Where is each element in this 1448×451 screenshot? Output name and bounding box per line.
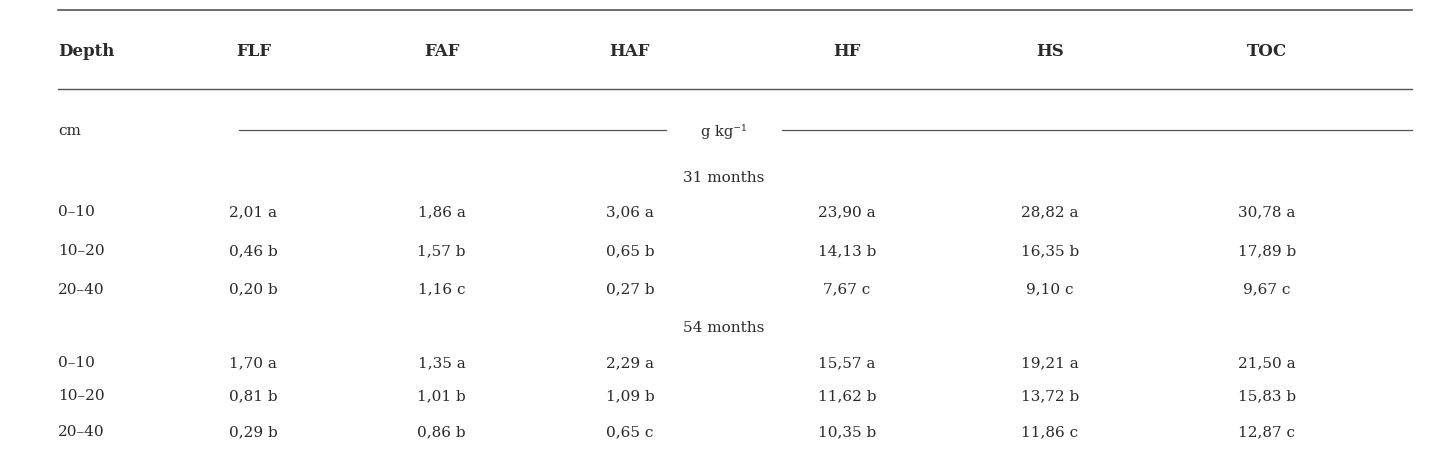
- Text: 1,16 c: 1,16 c: [418, 282, 465, 296]
- Text: 2,01 a: 2,01 a: [229, 205, 278, 219]
- Text: 0,29 b: 0,29 b: [229, 424, 278, 438]
- Text: 11,86 c: 11,86 c: [1021, 424, 1079, 438]
- Text: Depth: Depth: [58, 43, 114, 60]
- Text: 1,70 a: 1,70 a: [229, 355, 278, 369]
- Text: 30,78 a: 30,78 a: [1238, 205, 1296, 219]
- Text: cm: cm: [58, 124, 81, 138]
- Text: 10–20: 10–20: [58, 244, 104, 258]
- Text: FAF: FAF: [424, 43, 459, 60]
- Text: HF: HF: [834, 43, 860, 60]
- Text: 12,87 c: 12,87 c: [1238, 424, 1296, 438]
- Text: 13,72 b: 13,72 b: [1021, 388, 1079, 402]
- Text: TOC: TOC: [1247, 43, 1287, 60]
- Text: 20–40: 20–40: [58, 282, 104, 296]
- Text: 0,46 b: 0,46 b: [229, 244, 278, 258]
- Text: 0–10: 0–10: [58, 205, 94, 219]
- Text: 15,57 a: 15,57 a: [818, 355, 876, 369]
- Text: 0,65 c: 0,65 c: [607, 424, 653, 438]
- Text: 54 months: 54 months: [683, 321, 765, 335]
- Text: 21,50 a: 21,50 a: [1238, 355, 1296, 369]
- Text: 9,67 c: 9,67 c: [1244, 282, 1290, 296]
- Text: g kg⁻¹: g kg⁻¹: [701, 123, 747, 138]
- Text: 14,13 b: 14,13 b: [818, 244, 876, 258]
- Text: 1,09 b: 1,09 b: [605, 388, 654, 402]
- Text: 1,01 b: 1,01 b: [417, 388, 466, 402]
- Text: 7,67 c: 7,67 c: [824, 282, 870, 296]
- Text: 1,57 b: 1,57 b: [417, 244, 466, 258]
- Text: 10–20: 10–20: [58, 388, 104, 402]
- Text: 0–10: 0–10: [58, 355, 94, 369]
- Text: 19,21 a: 19,21 a: [1021, 355, 1079, 369]
- Text: 20–40: 20–40: [58, 424, 104, 438]
- Text: 1,86 a: 1,86 a: [417, 205, 466, 219]
- Text: HAF: HAF: [610, 43, 650, 60]
- Text: 10,35 b: 10,35 b: [818, 424, 876, 438]
- Text: 0,86 b: 0,86 b: [417, 424, 466, 438]
- Text: 23,90 a: 23,90 a: [818, 205, 876, 219]
- Text: 0,65 b: 0,65 b: [605, 244, 654, 258]
- Text: 0,20 b: 0,20 b: [229, 282, 278, 296]
- Text: 15,83 b: 15,83 b: [1238, 388, 1296, 402]
- Text: 17,89 b: 17,89 b: [1238, 244, 1296, 258]
- Text: HS: HS: [1035, 43, 1064, 60]
- Text: 1,35 a: 1,35 a: [418, 355, 465, 369]
- Text: 11,62 b: 11,62 b: [818, 388, 876, 402]
- Text: 9,10 c: 9,10 c: [1027, 282, 1073, 296]
- Text: 0,27 b: 0,27 b: [605, 282, 654, 296]
- Text: 0,81 b: 0,81 b: [229, 388, 278, 402]
- Text: 16,35 b: 16,35 b: [1021, 244, 1079, 258]
- Text: FLF: FLF: [236, 43, 271, 60]
- Text: 3,06 a: 3,06 a: [605, 205, 654, 219]
- Text: 2,29 a: 2,29 a: [605, 355, 654, 369]
- Text: 28,82 a: 28,82 a: [1021, 205, 1079, 219]
- Text: 31 months: 31 months: [683, 170, 765, 184]
